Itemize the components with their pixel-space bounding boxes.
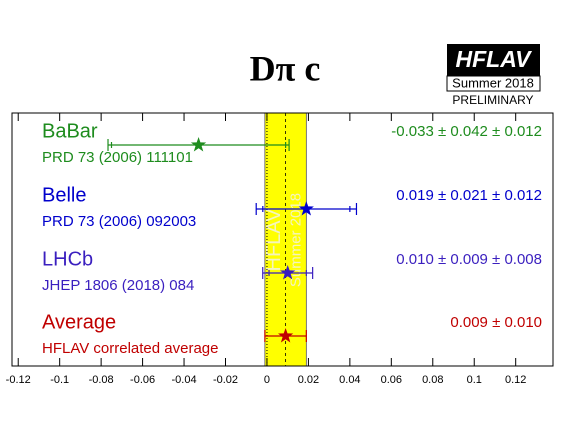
band-label: Summer 2018: [288, 193, 305, 287]
entry-name: Belle: [42, 184, 86, 206]
value-label: -0.033 ± 0.042 ± 0.012: [391, 123, 542, 140]
logo-season: Summer 2018: [452, 75, 534, 90]
x-tick-label: 0.08: [422, 374, 443, 386]
x-tick-label: -0.02: [213, 374, 238, 386]
entry-reference: PRD 73 (2006) 111101: [42, 149, 193, 166]
marker: [278, 328, 294, 343]
x-tick-label: -0.04: [172, 374, 197, 386]
value-label: 0.009 ± 0.010: [450, 314, 542, 331]
logo-name: HFLAV: [456, 46, 533, 72]
entry-name: Average: [42, 311, 116, 333]
x-tick-label: 0: [264, 374, 270, 386]
plot-frame: [11, 112, 554, 367]
chart-title: Dπ c: [250, 48, 321, 88]
entry-reference: HFLAV correlated average: [42, 340, 218, 357]
x-tick-label: 0.06: [381, 374, 402, 386]
entry-reference: JHEP 1806 (2018) 084: [42, 277, 194, 294]
x-tick-label: 0.02: [298, 374, 319, 386]
entry-name: BaBar: [42, 120, 98, 142]
value-label: 0.019 ± 0.021 ± 0.012: [396, 187, 542, 204]
band-label: HFLAV: [263, 208, 285, 272]
x-tick-label: -0.1: [50, 374, 69, 386]
logo-box: [447, 44, 540, 76]
entry-reference: PRD 73 (2006) 092003: [42, 213, 196, 230]
value-label: 0.010 ± 0.009 ± 0.008: [396, 251, 542, 268]
marker: [298, 201, 314, 216]
marker: [190, 137, 207, 152]
x-tick-label: -0.06: [130, 374, 155, 386]
x-tick-label: 0.12: [505, 374, 526, 386]
marker: [280, 265, 296, 280]
x-tick-label: -0.08: [89, 374, 114, 386]
x-tick-label: 0.1: [467, 374, 482, 386]
logo-status: PRELIMINARY: [452, 93, 533, 107]
x-tick-label: 0.04: [339, 374, 360, 386]
x-tick-label: -0.12: [6, 374, 31, 386]
logo-season-box: [446, 75, 541, 92]
entry-name: LHCb: [42, 248, 93, 270]
